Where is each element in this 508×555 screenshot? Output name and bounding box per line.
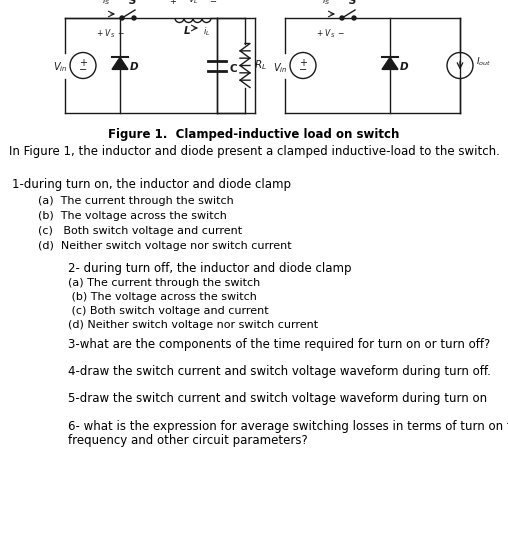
Text: 2- during turn off, the inductor and diode clamp: 2- during turn off, the inductor and dio…: [68, 262, 352, 275]
Text: $+\ V_S\ -$: $+\ V_S\ -$: [316, 27, 345, 39]
Text: −: −: [299, 65, 307, 75]
Text: D: D: [400, 62, 408, 72]
Text: S: S: [350, 0, 357, 6]
Text: 6- what is the expression for average switching losses in terms of turn on time,: 6- what is the expression for average sw…: [68, 420, 508, 433]
Circle shape: [352, 16, 356, 20]
Text: $I_{out}$: $I_{out}$: [476, 56, 491, 68]
Circle shape: [340, 16, 344, 20]
Text: $i_S$: $i_S$: [102, 0, 110, 7]
Text: Figure 1.  Clamped-inductive load on switch: Figure 1. Clamped-inductive load on swit…: [108, 128, 400, 141]
Text: $i_L$: $i_L$: [203, 25, 210, 38]
Text: 4-draw the switch current and switch voltage waveform during turn off.: 4-draw the switch current and switch vol…: [68, 365, 491, 378]
Text: In Figure 1, the inductor and diode present a clamped inductive-load to the swit: In Figure 1, the inductor and diode pres…: [9, 145, 499, 158]
Text: frequency and other circuit parameters?: frequency and other circuit parameters?: [68, 434, 308, 447]
Text: $i_S$: $i_S$: [322, 0, 330, 7]
Text: (c)   Both switch voltage and current: (c) Both switch voltage and current: [38, 226, 242, 236]
Text: +: +: [299, 58, 307, 68]
Text: 3-what are the components of the time required for turn on or turn off?: 3-what are the components of the time re…: [68, 338, 490, 351]
Text: (b) The voltage across the switch: (b) The voltage across the switch: [68, 292, 257, 302]
Text: $V_L$: $V_L$: [187, 0, 198, 6]
Text: $V_{in}$: $V_{in}$: [53, 60, 67, 74]
Text: (d)  Neither switch voltage nor switch current: (d) Neither switch voltage nor switch cu…: [38, 241, 292, 251]
Text: +: +: [79, 58, 87, 68]
Text: −: −: [209, 0, 216, 6]
Text: S: S: [129, 0, 137, 6]
Text: (c) Both switch voltage and current: (c) Both switch voltage and current: [68, 306, 269, 316]
Text: (b)  The voltage across the switch: (b) The voltage across the switch: [38, 211, 227, 221]
Text: $V_{in}$: $V_{in}$: [273, 62, 287, 75]
Text: (d) Neither switch voltage nor switch current: (d) Neither switch voltage nor switch cu…: [68, 320, 318, 330]
Circle shape: [132, 16, 136, 20]
Text: C: C: [229, 63, 237, 73]
Text: −: −: [79, 65, 87, 75]
Text: 5-draw the switch current and switch voltage waveform during turn on: 5-draw the switch current and switch vol…: [68, 392, 487, 405]
Text: $+\ V_S\ -$: $+\ V_S\ -$: [97, 27, 125, 39]
Circle shape: [120, 16, 124, 20]
Text: (a) The current through the switch: (a) The current through the switch: [68, 278, 260, 288]
Text: +: +: [170, 0, 176, 6]
Text: 1-during turn on, the inductor and diode clamp: 1-during turn on, the inductor and diode…: [12, 178, 291, 191]
Text: D: D: [130, 62, 139, 72]
Text: L: L: [184, 26, 190, 36]
Polygon shape: [382, 57, 398, 69]
Text: $R_L$: $R_L$: [254, 59, 267, 72]
Text: (a)  The current through the switch: (a) The current through the switch: [38, 196, 234, 206]
Polygon shape: [112, 57, 128, 69]
